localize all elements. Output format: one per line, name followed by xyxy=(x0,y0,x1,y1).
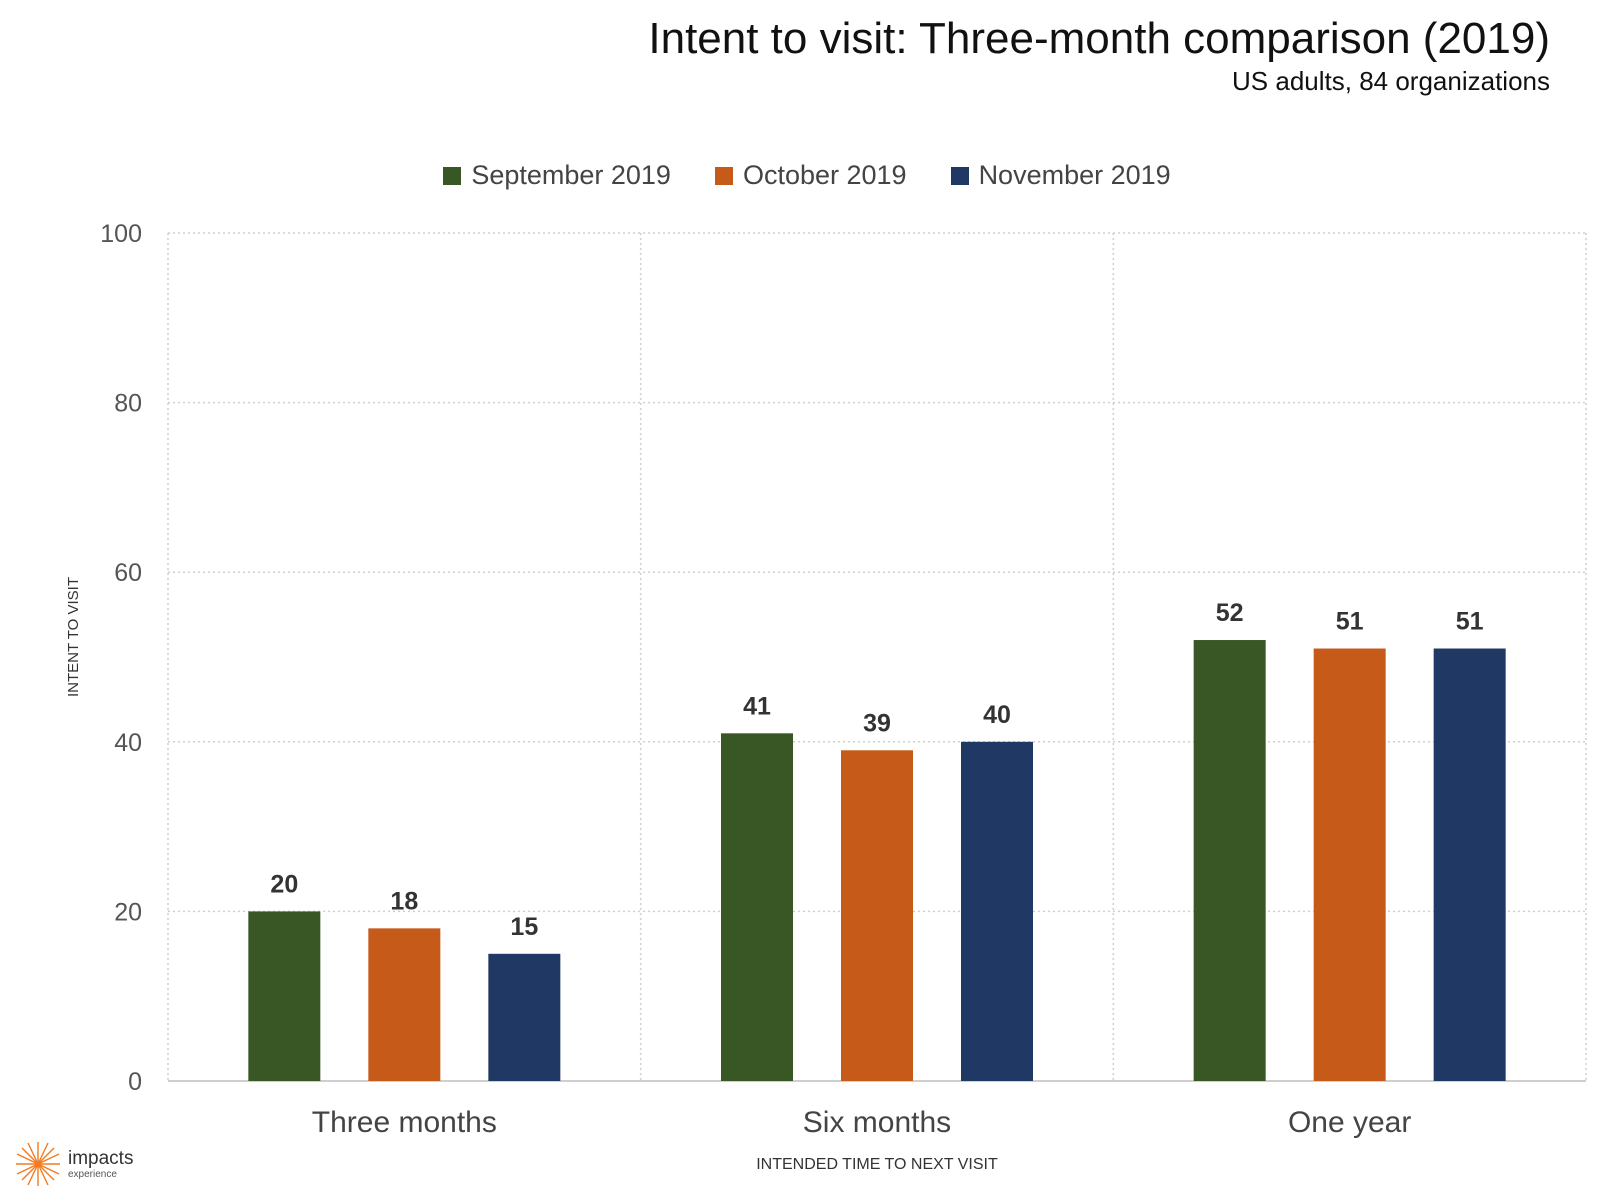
y-tick-label: 100 xyxy=(100,220,142,248)
x-tick-label: Six months xyxy=(803,1106,951,1139)
logo: impacts experience xyxy=(14,1140,133,1188)
bar xyxy=(248,911,321,1081)
data-label: 41 xyxy=(743,692,771,720)
data-label: 51 xyxy=(1456,608,1484,636)
legend-item-november: November 2019 xyxy=(950,160,1171,191)
data-label: 51 xyxy=(1336,608,1364,636)
bar xyxy=(488,953,561,1081)
bar xyxy=(368,928,441,1081)
x-axis-title: INTENDED TIME TO NEXT VISIT xyxy=(756,1156,998,1173)
legend-item-september: September 2019 xyxy=(443,160,671,191)
legend-label-november: November 2019 xyxy=(978,160,1171,190)
y-tick-label: 20 xyxy=(114,898,142,926)
bar xyxy=(721,733,793,1081)
data-label: 40 xyxy=(983,701,1011,729)
data-label: 15 xyxy=(510,913,538,941)
legend-swatch-november xyxy=(950,166,969,185)
legend-item-october: October 2019 xyxy=(714,160,907,191)
bar xyxy=(1313,648,1386,1081)
data-label: 18 xyxy=(390,887,418,915)
logo-sub: experience xyxy=(68,1168,117,1180)
x-tick-label: Three months xyxy=(312,1106,497,1139)
chart-subtitle: US adults, 84 organizations xyxy=(1232,66,1550,96)
legend-label-september: September 2019 xyxy=(471,160,671,190)
bar xyxy=(1433,648,1506,1081)
y-tick-label: 60 xyxy=(114,559,142,587)
y-axis-title: INTENT TO VISIT xyxy=(65,577,82,697)
legend: September 2019 October 2019 November 201… xyxy=(0,160,1614,191)
starburst-icon xyxy=(16,1142,60,1186)
data-label: 20 xyxy=(270,870,298,898)
y-tick-label: 80 xyxy=(114,390,142,418)
x-tick-label: One year xyxy=(1288,1106,1411,1139)
legend-swatch-september xyxy=(443,166,462,185)
y-tick-label: 0 xyxy=(128,1068,142,1096)
chart-title: Intent to visit: Three-month comparison … xyxy=(648,14,1550,63)
data-label: 52 xyxy=(1216,599,1244,627)
logo-name: impacts xyxy=(68,1147,134,1169)
legend-swatch-october xyxy=(714,166,733,185)
bar xyxy=(961,741,1033,1081)
bar xyxy=(841,750,913,1081)
bar xyxy=(1193,640,1266,1081)
y-tick-label: 40 xyxy=(114,729,142,757)
data-label: 39 xyxy=(863,709,891,737)
legend-label-october: October 2019 xyxy=(742,160,907,190)
